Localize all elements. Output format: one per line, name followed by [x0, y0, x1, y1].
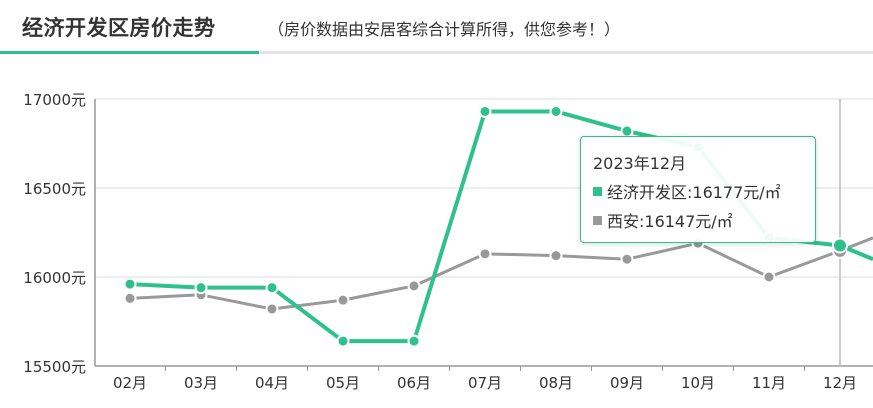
tooltip-row-district: 经济开发区:16177元/㎡ — [593, 178, 803, 207]
header-accent-bar — [0, 51, 259, 54]
data-point-district — [265, 281, 279, 295]
x-tick-label: 11月 — [752, 374, 786, 392]
x-tick-label: 09月 — [610, 374, 644, 392]
chart-tooltip: 2023年12月 经济开发区:16177元/㎡ 西安:16147元/㎡ — [580, 136, 816, 243]
x-tick-label: 10月 — [681, 374, 715, 392]
tooltip-title: 2023年12月 — [593, 154, 687, 173]
tooltip-swatch-district — [593, 187, 602, 196]
x-tick-label: 08月 — [539, 374, 573, 392]
data-point-city — [620, 252, 634, 266]
x-tick-label: 05月 — [326, 374, 360, 392]
series-line-city — [129, 236, 873, 311]
y-tick-label: 15500元 — [23, 358, 86, 376]
data-point-city — [478, 247, 492, 261]
data-point-district — [549, 104, 563, 118]
chart-header: 经济开发区房价走势 （房价数据由安居客综合计算所得，供您参考！） — [0, 0, 873, 56]
x-tick-label: 06月 — [397, 374, 431, 392]
data-point-district — [336, 334, 350, 348]
data-point-city — [336, 293, 350, 307]
x-tick-label: 04月 — [255, 374, 289, 392]
tooltip-row-city: 西安:16147元/㎡ — [593, 207, 803, 236]
x-tick-label: 12月 — [823, 374, 857, 392]
data-point-city — [123, 291, 137, 305]
y-tick-label: 16500元 — [23, 180, 86, 198]
x-tick-label: 03月 — [184, 374, 218, 392]
data-point-district — [832, 237, 848, 254]
data-point-city — [265, 302, 279, 316]
data-point-city — [549, 249, 563, 263]
price-trend-chart[interactable]: 15500元 16000元 16500元 17000元 02月 03月 04月 05月 06月 0… — [0, 56, 873, 408]
x-tick-label: 02月 — [113, 374, 147, 392]
data-point-city — [407, 279, 421, 293]
y-tick-label: 16000元 — [23, 269, 86, 287]
data-point-district — [620, 124, 634, 138]
x-tick-label: 07月 — [468, 374, 502, 392]
tooltip-value-district: 经济开发区:16177元/㎡ — [607, 183, 781, 202]
header-divider — [0, 51, 873, 54]
page-subtitle: （房价数据由安居客综合计算所得，供您参考！） — [268, 20, 621, 39]
tooltip-value-city: 西安:16147元/㎡ — [607, 212, 733, 231]
data-point-district — [407, 334, 421, 348]
page-title: 经济开发区房价走势 — [22, 16, 216, 40]
tooltip-swatch-city — [593, 216, 602, 225]
data-point-district — [194, 281, 208, 295]
data-point-district — [123, 277, 137, 291]
data-point-district — [478, 104, 492, 118]
y-tick-label: 17000元 — [23, 91, 86, 109]
data-point-city — [762, 270, 776, 284]
